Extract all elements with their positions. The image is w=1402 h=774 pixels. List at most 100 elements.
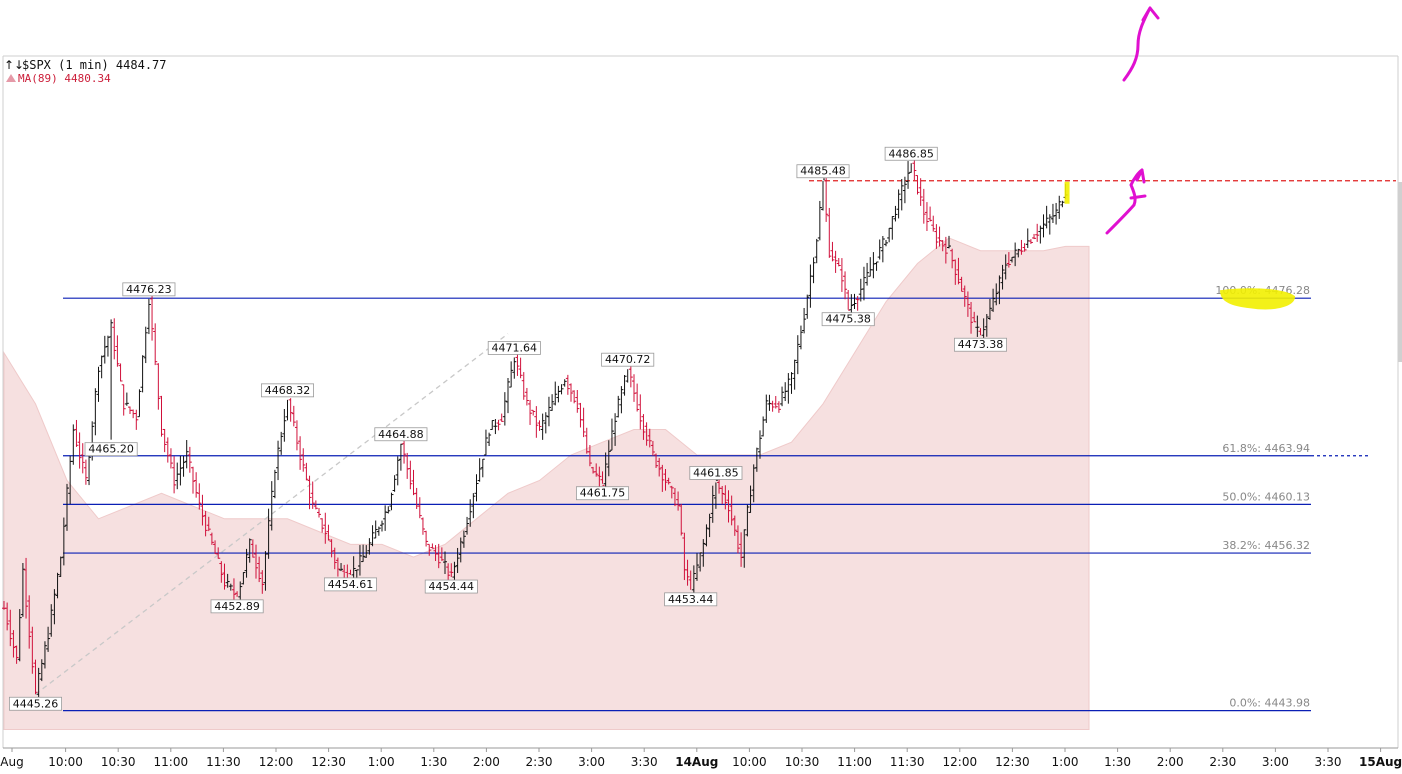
price-point-label-box — [954, 337, 1008, 352]
price-point-label-box — [260, 383, 314, 398]
x-tick-label: 3:30 — [631, 755, 658, 769]
price-point-label-box — [424, 579, 478, 594]
price-point-label-text: 4454.44 — [429, 580, 475, 593]
price-point-label-text: 4453.44 — [668, 593, 714, 606]
price-point-label-text: 4470.72 — [605, 353, 651, 366]
x-tick-label: 12:30 — [995, 755, 1030, 769]
legend-bar-icon: ↑↓ — [4, 58, 24, 72]
x-tick-label: 12:00 — [259, 755, 294, 769]
x-tick-label: 3:00 — [578, 755, 605, 769]
x-tick-label: 1:30 — [1104, 755, 1131, 769]
x-axis-ticks: Aug 10:00 10:30 11:00 11:30 12:00 12:30 1:00 1:3… — [0, 748, 1402, 769]
price-point-label-box — [487, 341, 541, 355]
price-point-label: 4454.44 — [424, 579, 478, 594]
x-tick-label: 11:30 — [890, 755, 925, 769]
x-tick-label: 2:00 — [473, 755, 500, 769]
legend-ma: MA(89) 4480.34 — [18, 72, 111, 85]
price-point-label-text: 4473.38 — [958, 338, 1004, 351]
handdrawn-arrow-upper — [1122, 6, 1160, 82]
x-tick-label: 2:30 — [526, 755, 553, 769]
highlight-mark-fib — [1220, 288, 1296, 310]
price-point-label-box — [796, 164, 850, 179]
price-point-label-text: 4461.85 — [693, 466, 739, 479]
fib-level-label: 38.2%: 4456.32 — [1222, 539, 1310, 552]
fib-level-label: 0.0%: 4443.98 — [1229, 697, 1310, 710]
price-point-label-box — [576, 486, 630, 501]
x-tick-label: 12:30 — [311, 755, 346, 769]
price-point-label: 4473.38 — [954, 337, 1008, 352]
x-tick-label: 1:30 — [420, 755, 447, 769]
legend-ma-icon — [6, 74, 16, 82]
x-tick-label: 1:00 — [1052, 755, 1079, 769]
price-point-label: 4486.85 — [884, 146, 938, 161]
price-point-label-box — [122, 282, 176, 297]
price-point-label-text: 4486.85 — [888, 147, 934, 160]
scrollbar-thumb[interactable] — [1398, 182, 1402, 362]
price-point-label-text: 4464.88 — [378, 428, 424, 441]
price-point-label-text: 4465.20 — [88, 443, 134, 456]
price-point-label-text: 4445.26 — [13, 697, 59, 710]
x-tick-label: 11:00 — [154, 755, 189, 769]
price-point-label-box — [374, 427, 428, 442]
price-point-label: 4468.32 — [260, 383, 314, 398]
price-point-label-box — [8, 696, 63, 711]
price-point-label-text: 4471.64 — [492, 341, 538, 354]
x-tick-label: 3:30 — [1315, 755, 1342, 769]
price-point-label: 4471.64 — [487, 341, 541, 355]
price-point-label-text: 4468.32 — [265, 384, 311, 397]
price-point-label: 4461.75 — [576, 486, 630, 501]
price-point-label: 4452.89 — [210, 599, 264, 614]
price-point-label: 4453.44 — [664, 592, 718, 607]
legend-symbol: $SPX (1 min) 4484.77 — [22, 58, 167, 72]
x-tick-label: 12:00 — [943, 755, 978, 769]
highlighter-marks — [1064, 181, 1296, 310]
x-tick-label: 14Aug — [675, 755, 718, 769]
x-tick-label: 11:00 — [837, 755, 872, 769]
price-point-label-text: 4461.75 — [580, 487, 626, 500]
x-tick-label: 10:30 — [785, 755, 820, 769]
x-tick-label: 2:30 — [1209, 755, 1236, 769]
price-point-label-text: 4476.23 — [126, 283, 172, 296]
price-point-label: 4465.20 — [84, 442, 138, 457]
price-point-label: 4461.85 — [689, 466, 743, 480]
x-tick-label: 15Aug — [1359, 755, 1402, 769]
ma-area — [3, 237, 1090, 730]
price-point-label-text: 4475.38 — [825, 313, 871, 326]
x-tick-label: 11:30 — [206, 755, 241, 769]
x-tick-label: Aug — [0, 755, 23, 769]
x-tick-label: 1:00 — [368, 755, 395, 769]
price-point-label-box — [601, 352, 655, 367]
highlight-mark-last — [1064, 181, 1070, 204]
price-point-label-box — [821, 312, 875, 327]
chart-legend: ↑↓ $SPX (1 min) 4484.77 MA(89) 4480.34 — [4, 58, 167, 85]
price-point-label: 4485.48 — [796, 164, 850, 179]
price-point-label-box — [884, 146, 938, 161]
price-point-label-box — [84, 442, 138, 457]
price-point-label-box — [323, 577, 377, 592]
moving-average-area — [3, 237, 1090, 730]
price-point-label: 4476.23 — [122, 282, 176, 297]
x-tick-label: 10:00 — [48, 755, 83, 769]
price-point-label-text: 4454.61 — [328, 578, 374, 591]
price-point-label-box — [689, 466, 743, 480]
x-tick-label: 3:00 — [1262, 755, 1289, 769]
x-tick-label: 2:00 — [1157, 755, 1184, 769]
price-point-label: 4470.72 — [601, 352, 655, 367]
price-point-label-text: 4485.48 — [800, 165, 846, 178]
price-point-label: 4475.38 — [821, 312, 875, 327]
price-point-label: 4464.88 — [374, 427, 428, 442]
price-point-label-box — [210, 599, 264, 614]
fib-level-label: 61.8%: 4463.94 — [1222, 442, 1310, 455]
point-labels: 4445.26 4465.20 4476.23 4452.89 4468.32 4454.… — [8, 146, 1008, 711]
fib-level-label: 50.0%: 4460.13 — [1222, 490, 1310, 503]
x-tick-label: 10:00 — [732, 755, 767, 769]
price-point-label-text: 4452.89 — [214, 600, 260, 613]
handdrawn-arrow-lower — [1105, 168, 1147, 235]
x-tick-label: 10:30 — [101, 755, 136, 769]
price-point-label: 4445.26 — [8, 696, 63, 711]
price-point-label-box — [664, 592, 718, 607]
price-point-label: 4454.61 — [323, 577, 377, 592]
